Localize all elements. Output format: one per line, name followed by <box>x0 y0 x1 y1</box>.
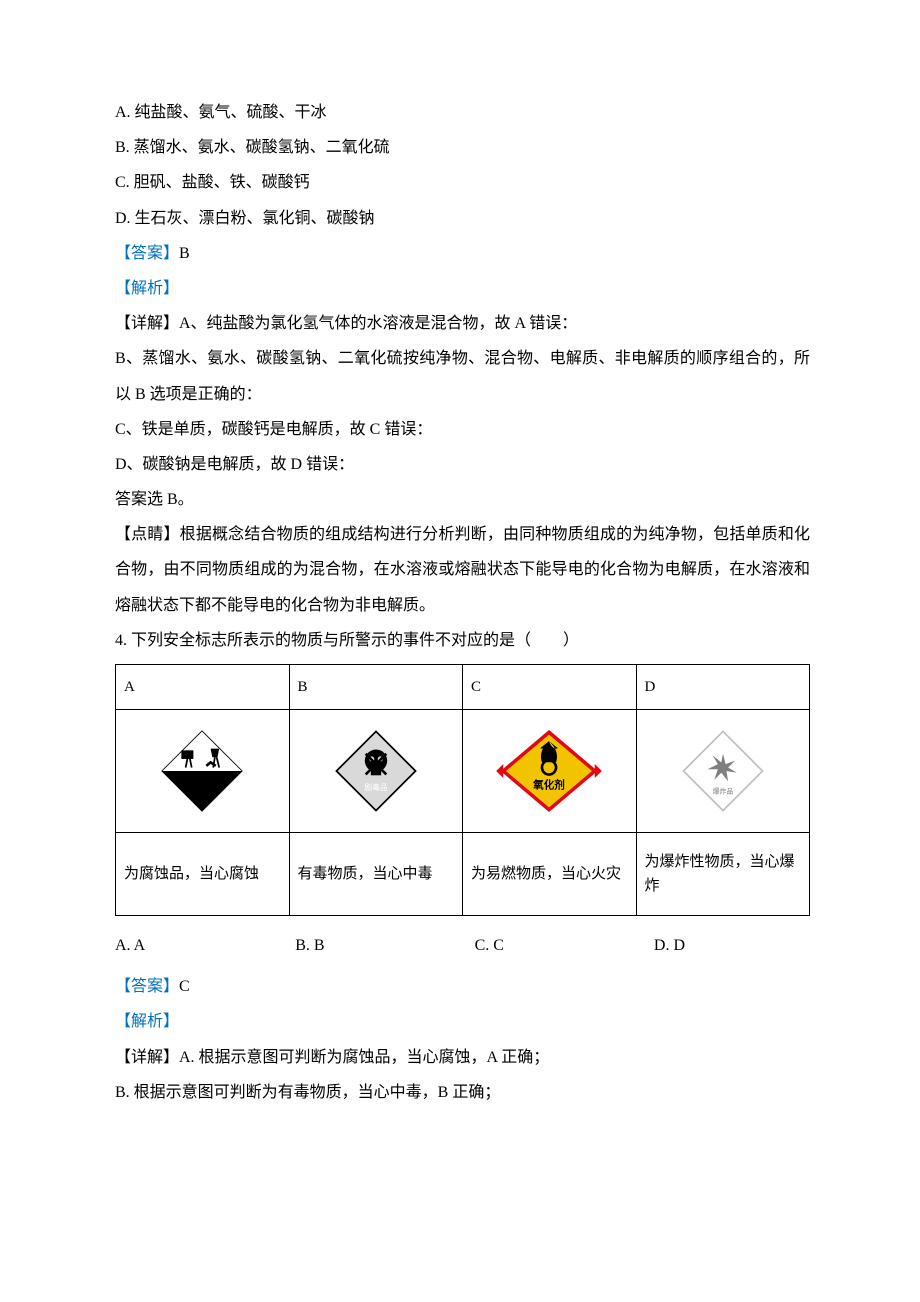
table-header-row: A B C D <box>116 665 810 710</box>
q4-answer-label: 【答案】 <box>115 978 179 995</box>
q3-detail-c: C、铁是单质，碳酸钙是电解质，故 C 错误： <box>115 412 810 447</box>
oxidizer-label: 氧化剂 <box>532 779 565 792</box>
safety-sign-table: A B C D <box>115 664 810 916</box>
corrosive-diamond-icon <box>159 728 245 814</box>
table-col-b: B <box>289 665 463 710</box>
cell-icon-a <box>116 710 290 833</box>
toxic-diamond-icon: 剧毒品 <box>333 728 419 814</box>
table-col-c: C <box>463 665 637 710</box>
q3-tip: 【点睛】根据概念结合物质的组成结构进行分析判断，由同种物质组成的为纯净物，包括单… <box>115 517 810 623</box>
q4-choice-c: C. C <box>475 928 504 963</box>
oxidizer-diamond-icon: 氧化剂 <box>494 727 604 815</box>
q4-choice-a: A. A <box>115 928 145 963</box>
cell-icon-c: 氧化剂 <box>463 710 637 833</box>
explosive-diamond-icon: 爆炸品 <box>680 728 766 814</box>
desc-a: 为腐蚀品，当心腐蚀 <box>116 833 290 916</box>
q3-option-a: A. 纯盐酸、氨气、硫酸、干冰 <box>115 95 810 130</box>
cell-icon-b: 剧毒品 <box>289 710 463 833</box>
desc-b: 有毒物质，当心中毒 <box>289 833 463 916</box>
q4-choice-b: B. B <box>295 928 324 963</box>
explosive-label: 爆炸品 <box>712 786 733 795</box>
table-desc-row: 为腐蚀品，当心腐蚀 有毒物质，当心中毒 为易燃物质，当心火灾 为爆炸性物质，当心… <box>116 833 810 916</box>
table-col-d: D <box>636 665 810 710</box>
q4-choices-row: A. A B. B C. C D. D <box>115 928 810 963</box>
desc-d: 为爆炸性物质，当心爆炸 <box>636 833 810 916</box>
q4-detail-a: 【详解】A. 根据示意图可判断为腐蚀品，当心腐蚀，A 正确； <box>115 1040 810 1075</box>
q3-detail-d: D、碳酸钠是电解质，故 D 错误： <box>115 447 810 482</box>
q3-option-c: C. 胆矾、盐酸、铁、碳酸钙 <box>115 165 810 200</box>
q4-answer-value: C <box>179 978 190 995</box>
q4-choice-d: D. D <box>654 928 685 963</box>
q3-answer-line: 【答案】B <box>115 236 810 271</box>
q3-detail-b: B、蒸馏水、氨水、碳酸氢钠、二氧化硫按纯净物、混合物、电解质、非电解质的顺序组合… <box>115 341 810 411</box>
table-icon-row: 剧毒品 氧化剂 爆炸品 <box>116 710 810 833</box>
cell-icon-d: 爆炸品 <box>636 710 810 833</box>
q3-analysis-label: 【解析】 <box>115 271 810 306</box>
table-col-a: A <box>116 665 290 710</box>
q3-option-d: D. 生石灰、漂白粉、氯化铜、碳酸钠 <box>115 201 810 236</box>
q4-stem: 4. 下列安全标志所表示的物质与所警示的事件不对应的是（ ） <box>115 623 810 658</box>
toxic-label: 剧毒品 <box>364 782 387 792</box>
page-root: A. 纯盐酸、氨气、硫酸、干冰 B. 蒸馏水、氨水、碳酸氢钠、二氧化硫 C. 胆… <box>0 0 920 1302</box>
q3-detail-a: 【详解】A、纯盐酸为氯化氢气体的水溶液是混合物，故 A 错误： <box>115 306 810 341</box>
q3-answer-value: B <box>179 245 190 262</box>
q4-analysis-label: 【解析】 <box>115 1004 810 1039</box>
desc-c: 为易燃物质，当心火灾 <box>463 833 637 916</box>
q3-detail-pick: 答案选 B。 <box>115 482 810 517</box>
q4-detail-b: B. 根据示意图可判断为有毒物质，当心中毒，B 正确； <box>115 1075 810 1110</box>
q3-answer-label: 【答案】 <box>115 245 179 262</box>
q3-option-b: B. 蒸馏水、氨水、碳酸氢钠、二氧化硫 <box>115 130 810 165</box>
q4-answer-line: 【答案】C <box>115 969 810 1004</box>
